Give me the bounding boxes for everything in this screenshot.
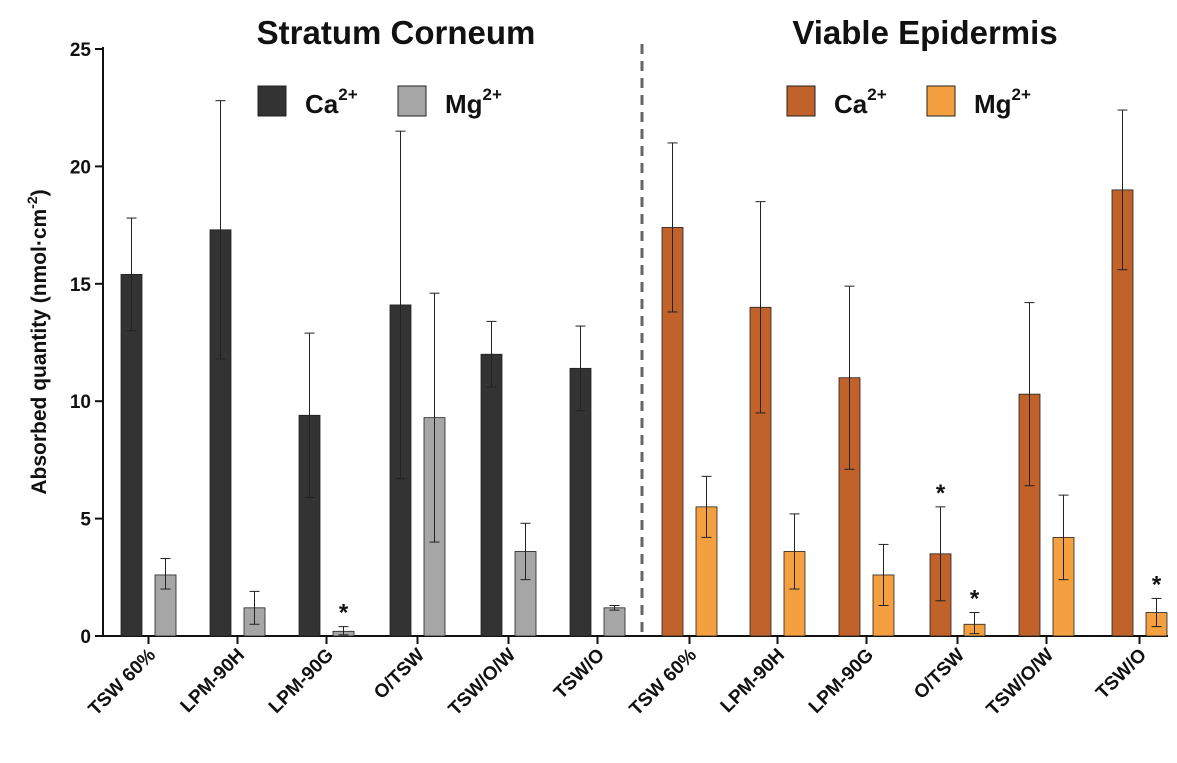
bar (603, 607, 626, 637)
panel-title: Viable Epidermis (792, 14, 1057, 51)
significance-mark: * (1152, 571, 1162, 598)
x-category-label: LPM-90H (177, 645, 249, 717)
y-axis-label: Absorbed quantity (nmol·cm-2) (24, 189, 51, 494)
x-category-label: LPM-90H (717, 645, 789, 717)
legend-swatch (397, 85, 427, 117)
x-category-label: TSW 60% (85, 645, 160, 720)
x-category-label: TSW/O (550, 645, 609, 704)
panel-title: Stratum Corneum (257, 14, 536, 51)
legend-label: Mg2+ (445, 85, 502, 119)
y-tick-label: 5 (80, 510, 91, 531)
y-axis-label-close: ) (28, 189, 51, 196)
y-tick-label: 25 (70, 40, 92, 61)
bars (120, 189, 1168, 637)
legend-label: Ca2+ (834, 85, 887, 119)
legend-label-sup: 2+ (867, 85, 886, 104)
legend-swatch (786, 85, 816, 117)
legend-label-name: Ca (305, 89, 339, 119)
legend-label-name: Ca (834, 89, 868, 119)
error-bars (126, 100, 1162, 636)
x-category-label: TSW/O/W (983, 645, 1058, 720)
y-tick-label: 10 (70, 392, 91, 413)
legend-label-name: Mg (974, 89, 1012, 119)
legend-label: Mg2+ (974, 85, 1031, 119)
axes: 0 5 10 15 20 25 Absorbed quantity (nmol·cm-2) (24, 40, 1168, 648)
y-tick-label: 20 (70, 157, 91, 178)
x-category-label: O/TSW (910, 645, 969, 704)
significance-mark: * (970, 586, 980, 613)
x-category-label: LPM-90G (805, 645, 878, 718)
x-category-label: O/TSW (370, 645, 429, 704)
legend-label-sup: 2+ (338, 85, 357, 104)
y-tick-label: 0 (80, 627, 91, 648)
legend-label-sup: 2+ (1012, 85, 1031, 104)
legend-label-sup: 2+ (483, 85, 502, 104)
x-category-label: LPM-90G (265, 645, 338, 718)
y-tick-label: 15 (70, 275, 92, 296)
y-axis-label-sup: -2 (24, 196, 40, 209)
legend-swatch (257, 85, 287, 117)
x-category-label: TSW/O (1092, 645, 1151, 704)
legend-label: Ca2+ (305, 85, 358, 119)
significance-mark: * (936, 480, 946, 507)
y-axis-label-main: Absorbed quantity (nmol·cm (28, 209, 51, 495)
significance-mark: * (339, 600, 349, 627)
x-category-label: TSW 60% (626, 645, 701, 720)
legend-label-name: Mg (445, 89, 483, 119)
legend-swatch (926, 85, 956, 117)
bar (480, 353, 503, 637)
x-category-label: TSW/O/W (445, 645, 520, 720)
